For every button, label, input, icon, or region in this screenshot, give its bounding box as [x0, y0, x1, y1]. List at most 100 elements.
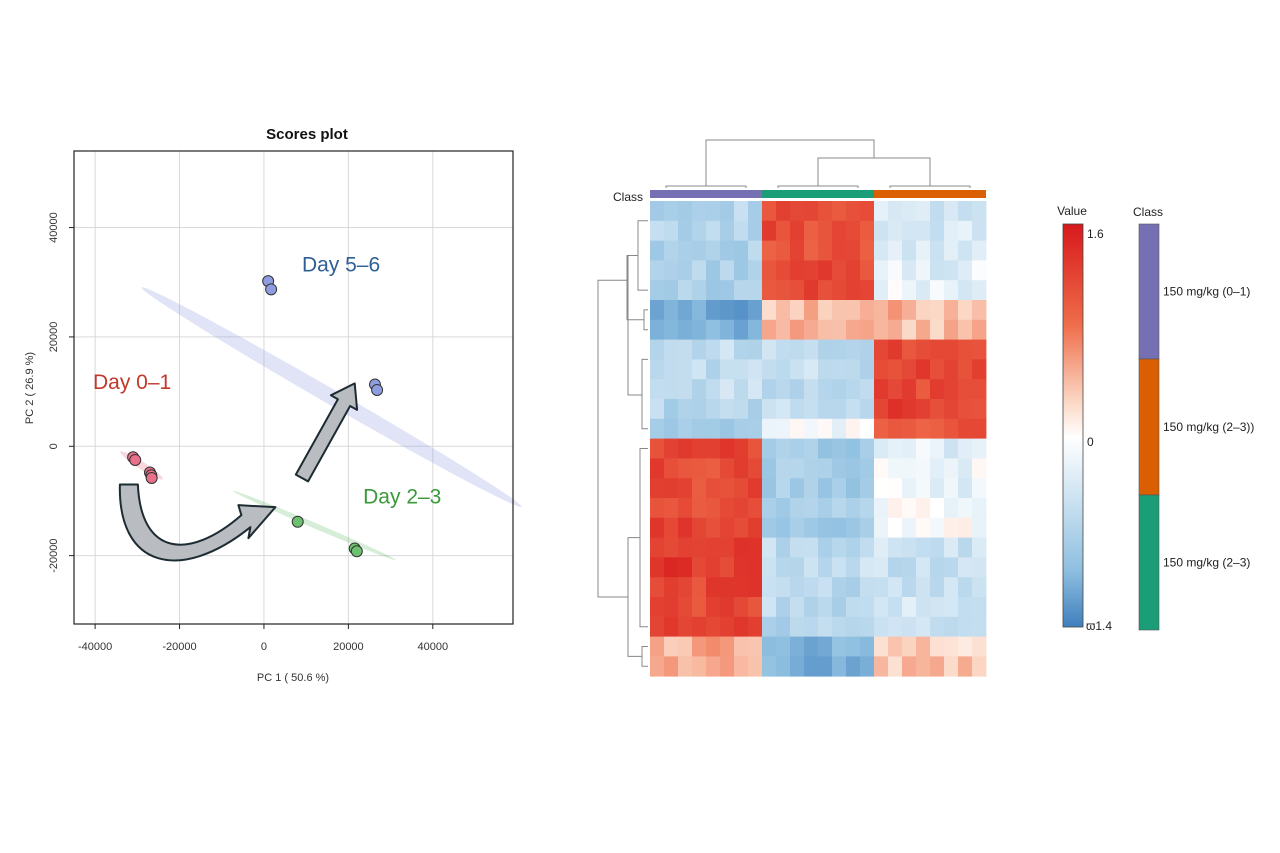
class-bar-segment: [874, 190, 986, 198]
heatmap-cell: [972, 319, 987, 340]
heatmap-cell: [776, 438, 791, 459]
heatmap-cell: [916, 557, 931, 578]
heatmap-cell: [832, 636, 847, 657]
heatmap-cell: [846, 438, 861, 459]
heatmap-cell: [720, 458, 735, 479]
heatmap-cell: [874, 260, 889, 281]
heatmap-cell: [944, 498, 959, 519]
heatmap-cell: [846, 339, 861, 360]
heatmap-cell: [650, 399, 665, 420]
heatmap-cell: [874, 359, 889, 380]
value-min-label: ϖ1.4: [1086, 619, 1112, 633]
x-tick-label: -40000: [78, 641, 112, 653]
heatmap-cell: [734, 478, 749, 499]
heatmap-cell: [944, 517, 959, 538]
heatmap-cell: [832, 280, 847, 301]
heatmap-cell: [874, 517, 889, 538]
heatmap-cell: [916, 319, 931, 340]
heatmap-cell: [916, 339, 931, 360]
heatmap-cell: [944, 656, 959, 677]
heatmap-cell: [832, 537, 847, 558]
heatmap-cell: [902, 399, 917, 420]
heatmap-cell: [706, 478, 721, 499]
heatmap-cell: [860, 260, 875, 281]
heatmap-cell: [972, 597, 987, 618]
heatmap-cell: [762, 537, 777, 558]
heatmap-cell: [972, 636, 987, 657]
heatmap-cell: [664, 260, 679, 281]
heatmap-cell: [930, 597, 945, 618]
heatmap-cell: [958, 498, 973, 519]
heatmap-cell: [678, 319, 693, 340]
heatmap-cell: [818, 418, 833, 439]
heatmap-cell: [748, 418, 763, 439]
heatmap-cell: [692, 537, 707, 558]
heatmap-cell: [678, 220, 693, 241]
heatmap-cell: [692, 616, 707, 637]
heatmap-cell: [958, 339, 973, 360]
heatmap-cell: [930, 300, 945, 321]
heatmap-cell: [902, 220, 917, 241]
heatmap-cell: [902, 319, 917, 340]
heatmap-cell: [930, 458, 945, 479]
heatmap-cell: [818, 359, 833, 380]
heatmap-cell: [902, 438, 917, 459]
heatmap-cell: [748, 597, 763, 618]
heatmap-cell: [762, 478, 777, 499]
heatmap-cell: [734, 438, 749, 459]
heatmap-cell: [664, 517, 679, 538]
heatmap-cell: [678, 616, 693, 637]
heatmap-cell: [720, 616, 735, 637]
heatmap-cell: [874, 557, 889, 578]
heatmap-cell: [748, 240, 763, 261]
heatmap-cell: [832, 478, 847, 499]
heatmap-cell: [650, 418, 665, 439]
heatmap-cell: [692, 656, 707, 677]
heatmap-cell: [650, 300, 665, 321]
heatmap-cell: [734, 597, 749, 618]
heatmap-cell: [916, 517, 931, 538]
heatmap-cell: [930, 616, 945, 637]
x-tick-label: 20000: [333, 641, 364, 653]
heatmap-cell: [706, 359, 721, 380]
heatmap-cell: [888, 458, 903, 479]
heatmap-cell: [930, 201, 945, 222]
heatmap-cell: [846, 280, 861, 301]
heatmap-cell: [804, 537, 819, 558]
heatmap-cell: [930, 399, 945, 420]
value-legend-title: Value: [1057, 204, 1087, 218]
heatmap-cell: [790, 260, 805, 281]
dendrogram-branch: [639, 448, 648, 628]
x-tick-label: 40000: [418, 641, 449, 653]
heatmap-cell: [888, 319, 903, 340]
heatmap-cell: [930, 359, 945, 380]
y-tick-label: 0: [48, 443, 60, 449]
trajectory-arrows: [118, 382, 359, 562]
heatmap-cell: [874, 478, 889, 499]
heatmap-cell: [664, 557, 679, 578]
heatmap-cell: [706, 577, 721, 598]
heatmap-cell: [874, 458, 889, 479]
x-tick-label: 0: [261, 641, 267, 653]
heatmap-cell: [930, 656, 945, 677]
scores-plot-title: Scores plot: [266, 126, 348, 143]
heatmap-cell: [720, 300, 735, 321]
heatmap-cell: [790, 339, 805, 360]
heatmap-cell: [762, 319, 777, 340]
heatmap-cell: [748, 458, 763, 479]
y-tick-label: 20000: [48, 322, 60, 353]
heatmap-cell: [818, 577, 833, 598]
heatmap-cell: [902, 280, 917, 301]
heatmap-cell: [804, 656, 819, 677]
heatmap-cell: [720, 478, 735, 499]
heatmap-cell: [874, 418, 889, 439]
heatmap-cell: [902, 379, 917, 400]
heatmap-cell: [972, 339, 987, 360]
heatmap-cell: [664, 220, 679, 241]
heatmap-cell: [678, 201, 693, 222]
heatmap-cell: [930, 418, 945, 439]
heatmap-cell: [678, 339, 693, 360]
heatmap-cell: [874, 498, 889, 519]
heatmap-cell: [720, 597, 735, 618]
heatmap-cell: [874, 339, 889, 360]
